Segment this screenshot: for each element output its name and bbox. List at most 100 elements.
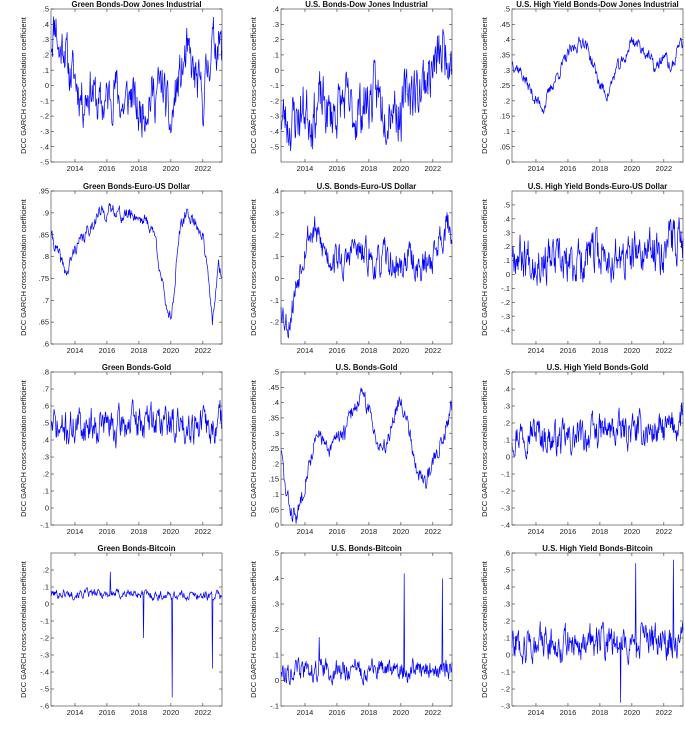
y-tick-label: .2 xyxy=(273,459,279,468)
y-tick-label: .1 xyxy=(43,583,49,592)
x-tick-label: 2022 xyxy=(424,527,441,536)
series-line-1 xyxy=(511,402,684,460)
y-tick-label: -.2 xyxy=(40,634,49,643)
y-tick-label: -.4 xyxy=(40,668,49,677)
y-tick-label: -.1 xyxy=(40,521,49,530)
y-tick-label: .95 xyxy=(39,187,49,196)
plot-frame xyxy=(50,190,223,345)
x-tick-label: 2016 xyxy=(99,527,116,536)
y-tick-label: .3 xyxy=(504,402,510,411)
series-line-1 xyxy=(280,387,453,524)
x-tick-label: 2018 xyxy=(592,527,609,536)
x-tick-label: 2016 xyxy=(560,346,577,355)
x-tick-label: 2016 xyxy=(99,346,116,355)
y-tick-label: -.2 xyxy=(270,318,279,327)
y-tick-label: .3 xyxy=(43,35,49,44)
plot-frame xyxy=(511,8,684,163)
y-tick-label: .85 xyxy=(39,230,49,239)
y-tick-label: .25 xyxy=(269,444,279,453)
y-tick-label: .2 xyxy=(273,625,279,634)
y-tick-label: .2 xyxy=(43,51,49,60)
y-tick-label: 0 xyxy=(275,274,279,283)
x-tick-label: 2020 xyxy=(624,527,641,536)
series-line-1 xyxy=(50,202,223,326)
y-tick-label: .4 xyxy=(43,436,49,445)
y-tick-label: .1 xyxy=(504,436,510,445)
y-tick-label: .7 xyxy=(43,296,49,305)
x-tick-label: 2020 xyxy=(624,164,641,173)
y-tick-label: 0 xyxy=(506,158,510,167)
series-line-1 xyxy=(511,36,684,115)
y-tick-label: 0 xyxy=(45,81,49,90)
y-tick-label: .5 xyxy=(504,201,510,210)
chart-panel-6: U.S. High Yield Bonds-Euro-US Dollar DCC … xyxy=(480,182,684,355)
y-tick-label: -.5 xyxy=(270,142,279,151)
series-line-1 xyxy=(511,217,684,286)
chart-title: U.S. High Yield Bonds-Dow Jones Industri… xyxy=(516,0,678,9)
y-tick-label: .7 xyxy=(43,385,49,394)
y-tick-label: .45 xyxy=(269,383,279,392)
x-tick-label: 2018 xyxy=(361,527,378,536)
x-tick-label: 2016 xyxy=(560,708,577,717)
x-tick-label: 2018 xyxy=(592,708,609,717)
y-tick-label: .4 xyxy=(273,574,279,583)
series-line-1 xyxy=(50,16,223,138)
y-axis-label: DCC GARCH cross-correlation coefficient xyxy=(249,199,258,336)
y-tick-label: .45 xyxy=(500,20,510,29)
chart-title: U.S. Bonds-Dow Jones Industrial xyxy=(305,0,428,9)
y-tick-label: 0 xyxy=(275,521,279,530)
y-tick-label: .3 xyxy=(273,20,279,29)
y-axis-label: DCC GARCH cross-correlation coefficient xyxy=(249,17,258,154)
y-tick-label: 0 xyxy=(275,676,279,685)
y-tick-label: -.3 xyxy=(501,312,510,321)
y-tick-label: .75 xyxy=(39,274,49,283)
y-tick-label: 0 xyxy=(275,66,279,75)
y-tick-label: .1 xyxy=(273,651,279,660)
y-tick-label: .6 xyxy=(504,549,510,558)
x-tick-label: 2014 xyxy=(67,527,84,536)
x-tick-label: 2022 xyxy=(194,164,211,173)
y-tick-label: -.5 xyxy=(40,158,49,167)
x-tick-label: 2022 xyxy=(194,708,211,717)
x-tick-label: 2020 xyxy=(393,346,410,355)
x-tick-label: 2022 xyxy=(424,708,441,717)
x-tick-label: 2022 xyxy=(194,527,211,536)
y-tick-label: .5 xyxy=(43,419,49,428)
y-tick-label: -.4 xyxy=(501,521,510,530)
x-tick-label: 2022 xyxy=(655,708,672,717)
y-tick-label: .1 xyxy=(273,252,279,261)
x-tick-label: 2016 xyxy=(99,708,116,717)
y-tick-label: .1 xyxy=(43,487,49,496)
y-tick-label: .1 xyxy=(273,490,279,499)
y-axis-label: DCC GARCH cross-correlation coefficient xyxy=(19,17,28,154)
y-axis-label: DCC GARCH cross-correlation coefficient xyxy=(19,561,28,698)
y-axis-label: DCC GARCH cross-correlation coefficient xyxy=(19,199,28,336)
y-axis-label: DCC GARCH cross-correlation coefficient xyxy=(480,17,489,154)
y-tick-label: -.2 xyxy=(501,487,510,496)
y-tick-label: -.1 xyxy=(270,296,279,305)
plot-frame xyxy=(50,371,223,526)
y-tick-label: -.1 xyxy=(270,81,279,90)
y-tick-label: .4 xyxy=(504,385,510,394)
y-tick-label: .4 xyxy=(504,214,510,223)
x-tick-label: 2014 xyxy=(528,346,545,355)
y-tick-label: .1 xyxy=(43,66,49,75)
y-tick-label: .5 xyxy=(273,368,279,377)
x-tick-label: 2020 xyxy=(163,708,180,717)
x-tick-label: 2022 xyxy=(424,346,441,355)
x-tick-label: 2016 xyxy=(560,527,577,536)
y-axis-label: DCC GARCH cross-correlation coefficient xyxy=(19,380,28,517)
chart-title: U.S. High Yield Bonds-Gold xyxy=(547,363,649,372)
x-tick-label: 2020 xyxy=(393,164,410,173)
plot-frame xyxy=(511,552,684,707)
y-tick-label: .5 xyxy=(504,566,510,575)
x-tick-label: 2014 xyxy=(528,164,545,173)
y-axis-label: DCC GARCH cross-correlation coefficient xyxy=(480,561,489,698)
series-line-1 xyxy=(50,398,223,449)
y-tick-label: 0 xyxy=(506,453,510,462)
y-tick-label: .4 xyxy=(273,187,279,196)
plot-frame xyxy=(280,190,453,345)
y-tick-label: .1 xyxy=(504,256,510,265)
y-tick-label: .2 xyxy=(43,470,49,479)
chart-panel-3: U.S. High Yield Bonds-Dow Jones Industri… xyxy=(480,0,684,173)
